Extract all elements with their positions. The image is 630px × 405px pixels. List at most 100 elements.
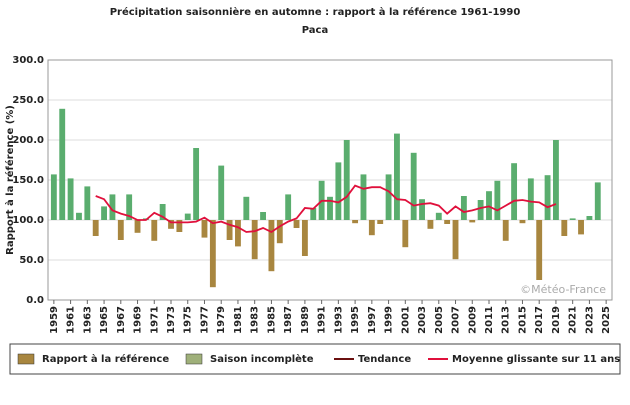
bar [394, 133, 400, 220]
bar [92, 220, 99, 236]
x-tick-label: 1975 [183, 306, 194, 334]
bar [352, 220, 359, 224]
bar [360, 174, 367, 220]
x-tick-label: 1963 [82, 306, 93, 334]
legend-box [9, 343, 621, 375]
bar [168, 220, 174, 229]
bar [427, 220, 434, 229]
x-tick-label: 2011 [484, 306, 495, 334]
bar [536, 220, 543, 280]
bar [578, 220, 584, 235]
x-tick-label: 1965 [99, 306, 110, 334]
bar [327, 196, 333, 220]
x-tick-label: 2015 [517, 306, 528, 334]
bar [235, 220, 241, 247]
bar [553, 140, 559, 220]
watermark: ©Météo-France [520, 283, 606, 296]
legend-label: Moyenne glissante sur 11 ans [452, 354, 620, 365]
bar [285, 194, 292, 220]
bar [151, 220, 158, 241]
bar [126, 194, 133, 220]
bar [335, 162, 342, 220]
x-tick-label: 2025 [601, 306, 612, 334]
x-tick-label: 1977 [199, 306, 210, 334]
y-tick-label: 250.0 [12, 95, 44, 106]
bar [561, 220, 568, 236]
x-tick-label: 1967 [116, 306, 127, 334]
bar [50, 174, 57, 220]
y-tick-label: 200.0 [12, 135, 44, 146]
x-tick-label: 1999 [384, 306, 395, 334]
bar [477, 200, 484, 220]
x-tick-label: 2013 [501, 306, 512, 334]
bar [251, 220, 258, 260]
bar [368, 220, 375, 236]
bar [419, 199, 425, 220]
bar [276, 220, 283, 244]
x-tick-label: 1985 [266, 306, 277, 334]
y-tick-label: 0.0 [26, 295, 44, 306]
bar [494, 180, 501, 220]
legend-label: Saison incomplète [210, 353, 314, 365]
bar [159, 204, 166, 220]
bar [176, 220, 183, 232]
x-tick-label: 2005 [434, 306, 445, 334]
x-tick-label: 1969 [133, 306, 144, 334]
bar [502, 220, 509, 241]
chart-subtitle: Paca [302, 25, 328, 36]
bar [193, 148, 200, 220]
bar [586, 216, 593, 220]
bar [544, 175, 551, 220]
x-tick-label: 1997 [367, 306, 378, 334]
legend-swatch [17, 353, 35, 365]
x-tick-label: 2007 [451, 306, 462, 334]
bar [594, 182, 601, 220]
x-tick-label: 1973 [166, 306, 177, 334]
legend-swatch [185, 353, 203, 365]
x-tick-label: 1983 [250, 306, 261, 334]
x-tick-label: 1993 [333, 306, 344, 334]
bar [101, 206, 107, 220]
x-tick-label: 1959 [49, 306, 60, 334]
bar [569, 218, 576, 220]
plot-frame [47, 59, 613, 301]
bar [218, 165, 225, 220]
y-tick-label: 50.0 [19, 255, 44, 266]
bar [310, 208, 317, 220]
x-tick-label: 1961 [66, 306, 77, 334]
x-tick-label: 2001 [400, 306, 411, 334]
bar [402, 220, 409, 248]
x-tick-label: 2009 [467, 306, 478, 334]
bar [59, 108, 66, 220]
bar [469, 220, 476, 223]
bar [410, 152, 417, 220]
y-tick-label: 150.0 [12, 175, 44, 186]
legend-label: Rapport à la référence [42, 353, 169, 365]
x-tick-label: 2021 [568, 306, 579, 334]
bar [184, 213, 191, 220]
x-tick-label: 2023 [584, 306, 595, 334]
bar [377, 220, 384, 224]
bar [519, 220, 526, 224]
legend-label: Tendance [358, 354, 411, 365]
bar [343, 140, 350, 220]
bar [226, 220, 233, 240]
bar [268, 220, 275, 272]
x-tick-label: 1971 [149, 306, 160, 334]
x-tick-label: 2019 [551, 306, 562, 334]
x-tick-label: 2017 [534, 306, 545, 334]
bar [76, 212, 82, 220]
bar [109, 194, 116, 220]
bar [67, 178, 74, 220]
x-tick-label: 1995 [350, 306, 361, 334]
bar [527, 178, 534, 220]
x-tick-label: 1991 [317, 306, 328, 334]
bar [209, 220, 216, 288]
bar [134, 220, 141, 233]
bar [293, 220, 300, 228]
y-tick-label: 100.0 [12, 215, 44, 226]
x-tick-label: 1979 [216, 306, 227, 334]
bar [444, 220, 451, 224]
bar [243, 196, 250, 220]
y-tick-label: 300.0 [12, 55, 44, 66]
